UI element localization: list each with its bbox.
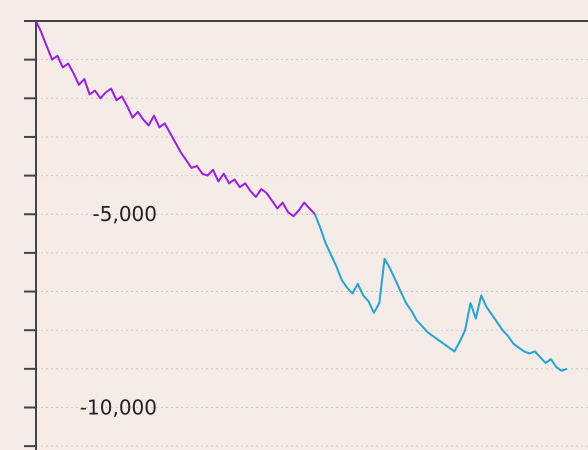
series-line-1 [35,20,316,218]
series-line-2 [313,213,568,372]
y-tick-label: -5,000 [93,202,157,226]
y-tick-label: -10,000 [80,395,157,419]
